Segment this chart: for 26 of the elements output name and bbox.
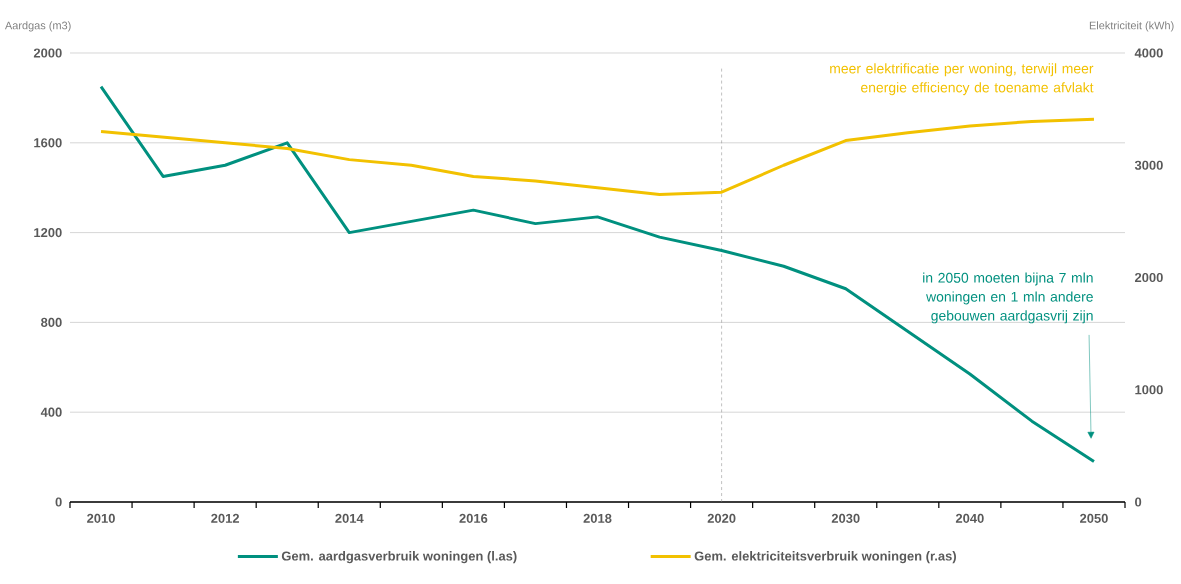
x-tick-label: 2020 [707, 513, 736, 523]
y2-tick-label: 2000 [1134, 272, 1163, 283]
x-tick-label: 2016 [459, 513, 488, 523]
y-tick-label: 1600 [34, 138, 62, 148]
legend-label: Gem. aardgasverbruik woningen (l.as) [281, 551, 517, 564]
y-tick-label: 400 [40, 407, 62, 417]
x-tick-label: 2040 [955, 513, 984, 523]
x-tick-label: 2050 [1080, 513, 1108, 523]
x-tick-label: 2030 [831, 513, 860, 523]
y2-tick-label: 1000 [1135, 385, 1163, 395]
x-tick-label: 2012 [211, 513, 240, 523]
y-axis-title: Aardgas (m3) [4, 21, 71, 32]
y2-tick-label: 0 [1135, 497, 1142, 507]
y-tick-label: 2000 [33, 48, 62, 58]
annotation: meer elektrificatie per woning, terwijl meer energie efficiency de toename afvlakt [830, 63, 1094, 96]
legend-label: Gem. elektriciteitsverbruik woningen (r.as) [694, 551, 956, 564]
x-tick-label: 2018 [583, 513, 612, 523]
y-tick-label: 800 [41, 317, 62, 327]
y2-tick-label: 3000 [1134, 160, 1163, 170]
x-tick-label: 2010 [87, 513, 115, 523]
y2-tick-label: 4000 [1134, 48, 1163, 58]
y-tick-label: 0 [55, 497, 62, 507]
x-tick-label: 2014 [335, 513, 364, 523]
annotation: in 2050 moeten bijna 7 mln woningen en 1 mln andere gebouwen aardgasvrij zijn [923, 272, 1093, 324]
y2-axis-title: Elektriciteit (kWh) [1089, 21, 1174, 32]
y-tick-label: 1200 [34, 228, 62, 238]
